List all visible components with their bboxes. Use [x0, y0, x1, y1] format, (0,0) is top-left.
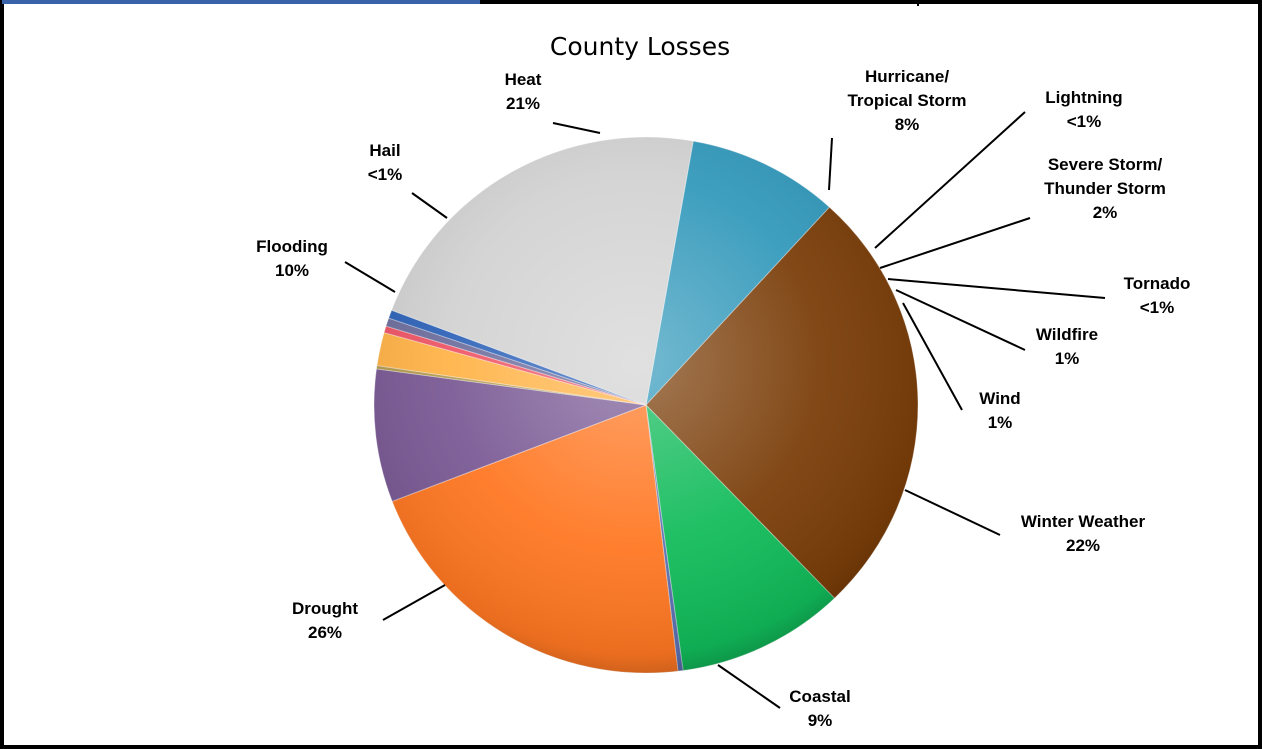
data-label-drought: Drought 26%: [292, 599, 358, 642]
data-label-hail: Hail <1%: [368, 141, 403, 184]
data-label-lightning: Lightning <1%: [1045, 88, 1122, 131]
data-label-flooding: Flooding 10%: [256, 237, 328, 280]
leader-line-wind: [902, 302, 963, 411]
data-label-wind: Wind 1%: [979, 389, 1020, 432]
leader-line-drought: [382, 584, 446, 621]
leader-line-heat: [552, 122, 601, 134]
data-label-hurricane-tropical-storm: Hurricane/Tropical Storm 8%: [847, 67, 966, 134]
leader-line-wildfire: [895, 289, 1026, 351]
leader-line-winter-weather: [904, 489, 1001, 536]
leader-line-coastal: [717, 664, 781, 709]
chart-title: County Losses: [550, 32, 730, 61]
data-label-severe-storm-thunder-storm: Severe Storm/Thunder Storm 2%: [1044, 155, 1166, 222]
data-label-tornado: Tornado <1%: [1124, 274, 1191, 317]
leader-line-flooding: [344, 261, 396, 293]
leader-line-tornado: [887, 278, 1106, 299]
leader-line-severe-storm-thunder-storm: [879, 217, 1031, 269]
data-label-wildfire: Wildfire 1%: [1036, 325, 1098, 368]
leader-line-hurricane-tropical-storm: [828, 137, 833, 191]
top-bar-left: [2, 0, 480, 4]
leader-line-lightning: [874, 111, 1026, 249]
pie-slices: [373, 136, 919, 674]
data-label-coastal: Coastal 9%: [789, 687, 850, 730]
data-label-heat: Heat 21%: [505, 70, 542, 113]
data-label-winter-weather: Winter Weather 22%: [1021, 512, 1146, 555]
leader-line-hail: [411, 192, 448, 219]
pie-labels: Coastal 9% Drought 26% Flooding 10% Hail <1% Hea…: [256, 67, 1190, 730]
